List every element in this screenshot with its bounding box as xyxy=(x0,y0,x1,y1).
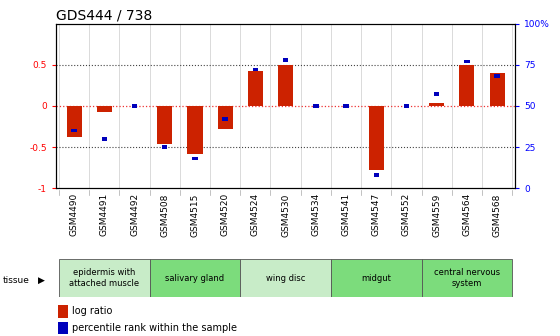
Bar xyxy=(240,259,331,297)
Text: GSM4490: GSM4490 xyxy=(69,193,78,237)
Bar xyxy=(434,92,440,96)
Bar xyxy=(464,59,470,63)
Bar xyxy=(374,173,379,177)
Bar xyxy=(192,157,198,160)
Text: central nervous
system: central nervous system xyxy=(434,268,500,288)
Bar xyxy=(278,65,293,106)
Bar xyxy=(67,106,82,137)
Bar xyxy=(59,259,150,297)
Text: GSM4564: GSM4564 xyxy=(463,193,472,237)
Text: percentile rank within the sample: percentile rank within the sample xyxy=(72,323,237,333)
Text: GSM4530: GSM4530 xyxy=(281,193,290,237)
Text: epidermis with
attached muscle: epidermis with attached muscle xyxy=(69,268,139,288)
Text: GSM4508: GSM4508 xyxy=(160,193,169,237)
Text: GSM4552: GSM4552 xyxy=(402,193,411,237)
Bar xyxy=(368,106,384,170)
Text: GSM4491: GSM4491 xyxy=(100,193,109,237)
Bar xyxy=(331,259,422,297)
Bar xyxy=(494,74,500,78)
Bar xyxy=(218,106,233,129)
Bar xyxy=(58,322,68,334)
Text: GSM4520: GSM4520 xyxy=(221,193,230,237)
Text: GSM4559: GSM4559 xyxy=(432,193,441,237)
Text: GDS444 / 738: GDS444 / 738 xyxy=(56,8,152,23)
Text: GSM4541: GSM4541 xyxy=(342,193,351,237)
Bar xyxy=(97,106,112,113)
Text: wing disc: wing disc xyxy=(266,274,305,283)
Text: GSM4547: GSM4547 xyxy=(372,193,381,237)
Bar xyxy=(422,259,512,297)
Bar xyxy=(157,106,172,144)
Bar xyxy=(459,65,474,106)
Text: GSM4492: GSM4492 xyxy=(130,193,139,236)
Bar xyxy=(248,71,263,106)
Bar xyxy=(72,129,77,132)
Text: midgut: midgut xyxy=(361,274,391,283)
Bar xyxy=(162,145,167,149)
Bar xyxy=(489,73,505,106)
Text: log ratio: log ratio xyxy=(72,306,113,316)
Text: GSM4515: GSM4515 xyxy=(190,193,199,237)
Bar xyxy=(101,137,107,141)
Bar xyxy=(188,106,203,154)
Bar xyxy=(404,104,409,108)
Bar xyxy=(150,259,240,297)
Bar xyxy=(429,102,444,106)
Bar xyxy=(283,58,288,61)
Bar xyxy=(313,104,319,108)
Text: GSM4524: GSM4524 xyxy=(251,193,260,236)
Bar xyxy=(222,117,228,121)
Text: ▶: ▶ xyxy=(38,276,44,285)
Text: GSM4534: GSM4534 xyxy=(311,193,320,237)
Text: salivary gland: salivary gland xyxy=(165,274,225,283)
Text: tissue: tissue xyxy=(3,276,30,285)
Bar xyxy=(343,104,349,108)
Bar xyxy=(58,305,68,318)
Bar xyxy=(132,104,137,108)
Text: GSM4568: GSM4568 xyxy=(493,193,502,237)
Bar xyxy=(253,68,258,72)
